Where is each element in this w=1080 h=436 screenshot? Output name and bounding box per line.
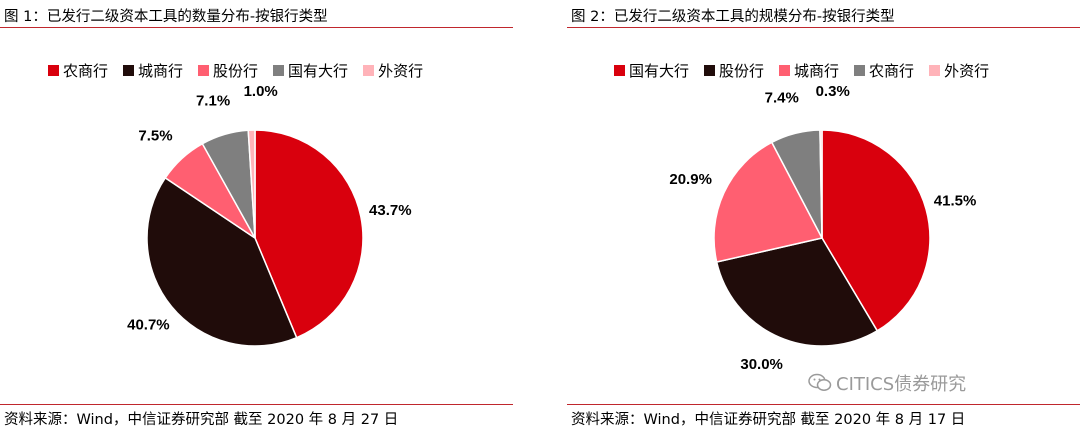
pie-slice (146, 176, 298, 347)
slice-label: 20.9% (669, 171, 712, 188)
slice-label: 7.4% (765, 89, 799, 106)
slice-label: 7.5% (138, 127, 172, 144)
source-divider (0, 404, 513, 405)
legend-label: 农商行 (63, 62, 109, 80)
legend-swatch (123, 65, 135, 76)
legend-item: 外资行 (929, 60, 989, 81)
slice-label: 7.1% (196, 93, 230, 110)
source-note: 资料来源：Wind，中信证券研究部 截至 2020 年 8 月 27 日 (4, 412, 399, 428)
chart-title: 图 1：已发行二级资本工具的数量分布-按银行类型 (4, 9, 328, 25)
legend-item: 城商行 (779, 60, 839, 81)
legend-swatch (779, 65, 791, 76)
legend-label: 股份行 (719, 62, 765, 80)
legend-item: 股份行 (704, 60, 764, 81)
legend-item: 股份行 (198, 60, 258, 81)
slice-label: 43.7% (369, 202, 412, 219)
source-divider (567, 404, 1080, 405)
pie-slice (254, 129, 364, 339)
legend-label: 农商行 (869, 62, 915, 80)
legend-item: 外资行 (363, 60, 423, 81)
legend-swatch (854, 65, 866, 76)
slice-label: 0.3% (816, 83, 850, 100)
pie-chart: 43.7% 40.7% 7.5% 7.1% 1.0% (127, 83, 412, 347)
legend-label: 城商行 (794, 62, 840, 80)
legend-swatch (48, 65, 59, 76)
pie-slice (247, 129, 256, 239)
legend-label: 外资行 (944, 62, 990, 80)
chart-title: 图 2：已发行二级资本工具的规模分布-按银行类型 (571, 9, 895, 25)
legend-item: 城商行 (123, 60, 183, 81)
legend-swatch (273, 65, 285, 76)
slice-label: 1.0% (244, 83, 278, 100)
legend-item: 农商行 (854, 60, 914, 81)
pie-slice (821, 129, 931, 332)
chart-panel-1: 图 1：已发行二级资本工具的数量分布-按银行类型 农商行 城商行 股份行 国有大行 外资… (0, 0, 513, 436)
slice-label: 40.7% (127, 317, 170, 334)
watermark: CITICS债券研究 (808, 370, 966, 396)
legend-swatch (614, 65, 625, 76)
wechat-icon (808, 373, 832, 391)
watermark-text: CITICS债券研究 (836, 374, 967, 395)
pie-slice (715, 237, 879, 347)
legend-label: 股份行 (213, 62, 259, 80)
chart-panel-2: 图 2：已发行二级资本工具的规模分布-按银行类型 国有大行 股份行 城商行 农商行 外资… (567, 0, 1080, 436)
title-divider (0, 27, 513, 28)
slice-label: 41.5% (934, 192, 977, 209)
pie-chart: 41.5% 30.0% 20.9% 7.4% 0.3% (669, 83, 977, 373)
legend-item: 农商行 (48, 60, 108, 81)
pie-slice (819, 129, 823, 239)
legend-label: 城商行 (138, 62, 184, 80)
title-divider (567, 27, 1080, 28)
legend-label: 国有大行 (288, 62, 349, 80)
legend-swatch (198, 65, 210, 76)
legend-swatch (363, 65, 375, 76)
legend-swatch (704, 65, 716, 76)
chart-legend: 国有大行 股份行 城商行 农商行 外资行 (614, 60, 989, 81)
slice-label: 30.0% (740, 356, 783, 373)
legend-item: 国有大行 (273, 60, 348, 81)
legend-item: 国有大行 (614, 60, 689, 81)
legend-label: 国有大行 (629, 62, 690, 80)
legend-swatch (929, 65, 941, 76)
source-note: 资料来源：Wind，中信证券研究部 截至 2020 年 8 月 17 日 (571, 412, 966, 428)
legend-label: 外资行 (378, 62, 424, 80)
pie-slice (713, 141, 824, 263)
chart-legend: 农商行 城商行 股份行 国有大行 外资行 (48, 60, 423, 81)
